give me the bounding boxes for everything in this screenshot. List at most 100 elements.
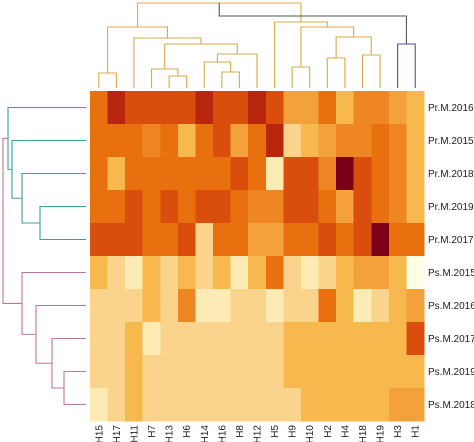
heatmap-cell-Ps.M.2015-H14 [195, 256, 214, 290]
heatmap-cell-Ps.M.2017-H16 [213, 322, 231, 356]
heatmap-cell-Pr.M.2017-H2 [318, 223, 337, 257]
heatmap-cell-Ps.M.2015-H13 [160, 256, 179, 290]
heatmap-cell-Ps.M.2018-H19 [371, 388, 390, 422]
heatmap-cell-Pr.M.2019-H8 [230, 190, 249, 224]
heatmap-cell-Ps.M.2015-H1 [406, 256, 425, 290]
heatmap-cell-Pr.M.2016-H19 [371, 91, 390, 125]
heatmap-cell-Ps.M.2016-H18 [353, 289, 372, 323]
heatmap-cell-Pr.M.2016-H14 [195, 91, 214, 125]
heatmap-cell-Pr.M.2017-H17 [107, 223, 126, 257]
heatmap-cell-Ps.M.2015-H2 [318, 256, 337, 290]
column-label: H11 [129, 425, 140, 442]
column-label: H9 [288, 425, 299, 438]
column-dendrogram-branch [164, 43, 238, 69]
heatmap-cell-Ps.M.2018-H15 [90, 388, 108, 422]
column-label: H18 [358, 425, 369, 442]
row-dendrogram-branch [11, 139, 86, 199]
column-label: H12 [253, 425, 264, 442]
column-label: H8 [235, 425, 246, 438]
heatmap-cell-Ps.M.2015-H12 [248, 256, 267, 290]
row-dendrogram-branch [21, 271, 86, 335]
heatmap-cell-Pr.M.2016-H10 [300, 91, 319, 125]
heatmap-cell-Ps.M.2019-H16 [213, 355, 231, 389]
heatmap-cell-Ps.M.2015-H7 [142, 256, 161, 290]
heatmap-cell-Pr.M.2016-H4 [336, 91, 354, 125]
heatmap-cell-Ps.M.2017-H3 [388, 322, 407, 356]
heatmap-cell-Ps.M.2018-H5 [265, 388, 284, 422]
heatmap-cell-Pr.M.2016-H12 [248, 91, 267, 125]
heatmap-cell-Ps.M.2018-H12 [248, 388, 267, 422]
heatmap-cell-Ps.M.2017-H4 [336, 322, 354, 356]
heatmap-cell-Ps.M.2019-H4 [336, 355, 354, 389]
heatmap-cell-Ps.M.2015-H16 [213, 256, 231, 290]
heatmap-cell-Pr.M.2018-H8 [230, 157, 249, 191]
heatmap-cell-Pr.M.2017-H14 [195, 223, 214, 257]
heatmap-cell-Pr.M.2019-H18 [353, 190, 372, 224]
heatmap-cell-Ps.M.2016-H8 [230, 289, 249, 323]
heatmap-cell-Pr.M.2018-H7 [142, 157, 161, 191]
heatmap-cell-Pr.M.2015-H10 [300, 124, 319, 158]
heatmap-cell-Ps.M.2017-H9 [283, 322, 302, 356]
heatmap-cell-Ps.M.2018-H4 [336, 388, 354, 422]
column-label: H10 [305, 425, 316, 442]
heatmap-cell-Pr.M.2018-H17 [107, 157, 126, 191]
row-dendrogram-branch [21, 172, 86, 224]
heatmap-cell-Pr.M.2016-H6 [177, 91, 196, 125]
column-labels: H15 H17 H11 H7 H13 H6 H14 H16 H8 H12 H5 H9 H10 H2 H4 H1… [94, 425, 421, 442]
row-dendrogram-branch [39, 205, 86, 241]
heatmap-cell-Pr.M.2015-H11 [125, 124, 144, 158]
heatmap-cell-Pr.M.2019-H17 [107, 190, 126, 224]
heatmap-cell-Ps.M.2016-H12 [248, 289, 267, 323]
heatmap-cell-Pr.M.2018-H5 [265, 157, 284, 191]
heatmap-cell-Pr.M.2019-H4 [336, 190, 354, 224]
heatmap-cell-Pr.M.2018-H4 [336, 157, 354, 191]
heatmap-cell-Ps.M.2019-H19 [371, 355, 390, 389]
heatmap-cell-Ps.M.2016-H5 [265, 289, 284, 323]
heatmap-cell-Ps.M.2019-H7 [142, 355, 161, 389]
column-dendrogram-branch [326, 57, 346, 88]
heatmap-cell-Pr.M.2019-H14 [195, 190, 214, 224]
row-label: Ps.M.2017 [428, 334, 474, 345]
heatmap-cell-Pr.M.2015-H19 [371, 124, 390, 158]
heatmap-cell-Pr.M.2018-H3 [388, 157, 407, 191]
heatmap-cell-Ps.M.2015-H6 [177, 256, 196, 290]
column-dendrogram-branch [168, 75, 188, 88]
heatmap-cell-Ps.M.2017-H6 [177, 322, 196, 356]
row-label: Pr.M.2017 [428, 235, 474, 246]
column-dendrogram-branch [221, 71, 240, 88]
heatmap-cell-Pr.M.2017-H13 [160, 223, 179, 257]
row-label: Pr.M.2019 [428, 202, 474, 213]
heatmap-cell-Ps.M.2016-H14 [195, 289, 214, 323]
heatmap-cell-Pr.M.2019-H9 [283, 190, 302, 224]
heatmap-cell-Pr.M.2016-H3 [388, 91, 407, 125]
heatmap-cell-Pr.M.2017-H3 [388, 223, 407, 257]
heatmap-cell-Pr.M.2018-H10 [300, 157, 319, 191]
heatmap-cell-Pr.M.2016-H11 [125, 91, 144, 125]
heatmap-cell-Pr.M.2019-H6 [177, 190, 196, 224]
heatmap-cell-Pr.M.2018-H6 [177, 157, 196, 191]
heatmap-cell-Ps.M.2017-H7 [142, 322, 161, 356]
heatmap-cell-Ps.M.2017-H10 [300, 322, 319, 356]
heatmap-cell-Ps.M.2019-H14 [195, 355, 214, 389]
heatmap-cell-Pr.M.2018-H14 [195, 157, 214, 191]
heatmap-cell-Ps.M.2018-H3 [388, 388, 407, 422]
row-label: Pr.M.2016 [428, 103, 474, 114]
heatmap-cell-Ps.M.2017-H11 [125, 322, 144, 356]
heatmap-cell-Ps.M.2018-H14 [195, 388, 214, 422]
heatmap-cell-Pr.M.2015-H12 [248, 124, 267, 158]
column-dendrogram-branch [150, 68, 179, 88]
heatmap-cell-Ps.M.2016-H1 [406, 289, 425, 323]
heatmap-cell-Pr.M.2015-H7 [142, 124, 161, 158]
row-label: Pr.M.2018 [428, 169, 474, 180]
heatmap-cell-Ps.M.2016-H6 [177, 289, 196, 323]
heatmap-cell-Pr.M.2018-H1 [406, 157, 425, 191]
heatmap-cell-Pr.M.2015-H8 [230, 124, 249, 158]
column-label: H16 [217, 425, 228, 442]
heatmap-cell-Pr.M.2019-H13 [160, 190, 179, 224]
row-dendrogram-branch [35, 304, 86, 364]
heatmap-cell-Ps.M.2019-H13 [160, 355, 179, 389]
heatmap-cell-Pr.M.2019-H15 [90, 190, 108, 224]
heatmap-cell-Ps.M.2015-H3 [388, 256, 407, 290]
heatmap-cell-Pr.M.2019-H12 [248, 190, 267, 224]
